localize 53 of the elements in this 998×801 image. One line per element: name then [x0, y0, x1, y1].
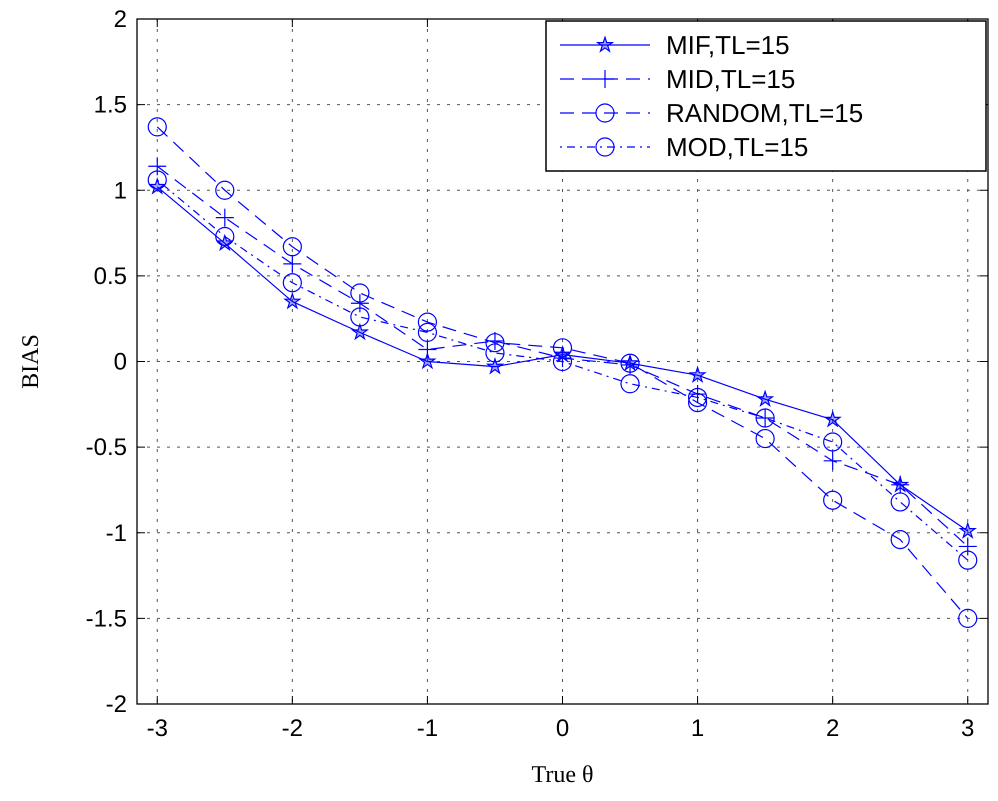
point — [688, 388, 708, 408]
x-tick-label: -3 — [146, 715, 168, 742]
point — [890, 530, 910, 550]
x-tick-label: 2 — [826, 715, 840, 742]
point — [823, 490, 842, 510]
legend-label: RANDOM,TL=15 — [666, 98, 864, 128]
point — [350, 307, 370, 327]
point — [419, 353, 436, 368]
y-tick-label: 0 — [114, 348, 127, 376]
point — [552, 352, 572, 372]
point — [688, 393, 708, 412]
point — [350, 283, 370, 303]
x-axis-title: True θ — [532, 762, 594, 788]
point — [958, 550, 978, 570]
point — [215, 180, 234, 200]
point — [824, 411, 841, 427]
y-tick-label: -1 — [106, 520, 127, 547]
y-axis-title: BIAS — [18, 334, 44, 389]
point — [620, 374, 640, 394]
point — [352, 324, 368, 340]
point — [960, 522, 976, 538]
point — [823, 432, 842, 452]
point — [552, 338, 572, 358]
y-tick-label: 1.5 — [94, 92, 127, 119]
y-tick-label: -1.5 — [86, 605, 127, 632]
point — [282, 237, 302, 256]
point — [890, 492, 910, 512]
legend-label: MID,TL=15 — [666, 64, 796, 94]
y-tick-label: -0.5 — [86, 434, 127, 462]
y-tick-label: 0.5 — [94, 262, 127, 290]
x-tick-label: 1 — [690, 715, 704, 742]
x-tick-label: 3 — [961, 715, 974, 742]
point — [282, 273, 302, 292]
point — [148, 170, 167, 190]
point — [756, 428, 775, 448]
point — [215, 226, 234, 246]
x-tick-label: -1 — [416, 715, 438, 742]
x-tick-label: 0 — [556, 715, 570, 742]
y-tick-label: -2 — [106, 691, 127, 718]
x-tick-label: -2 — [282, 715, 304, 742]
point — [690, 366, 706, 382]
point — [418, 312, 438, 332]
point — [148, 117, 167, 136]
point — [284, 293, 300, 308]
point — [418, 322, 438, 342]
y-tick-label: 2 — [114, 6, 127, 33]
point — [958, 608, 978, 628]
legend-label: MIF,TL=15 — [666, 30, 790, 60]
legend-label: MOD,TL=15 — [666, 132, 808, 162]
point — [757, 390, 774, 406]
point — [487, 358, 503, 374]
y-tick-label: 1 — [114, 177, 127, 204]
point — [485, 343, 505, 363]
